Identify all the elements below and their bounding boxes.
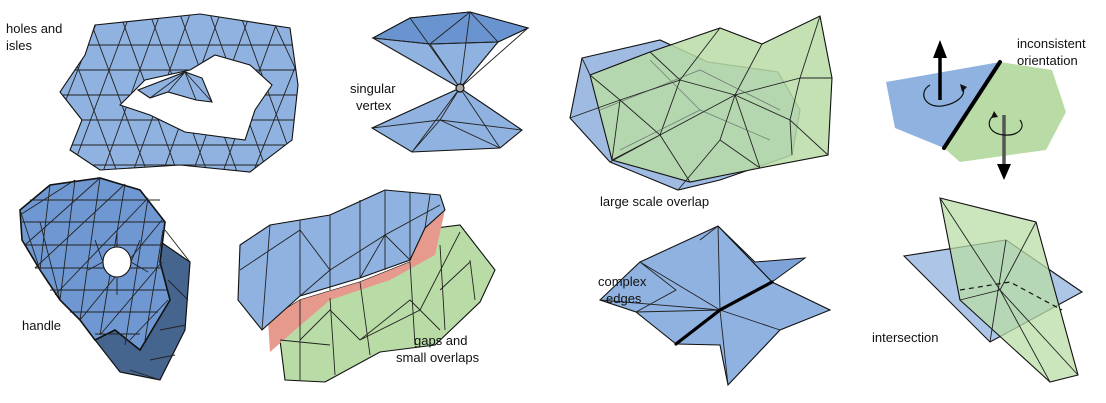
handle-hole [102,246,132,278]
inconsistent-orientation-panel: inconsistent orientation [886,36,1086,180]
non-manifold-edge [674,280,774,346]
cw-rotation-icon [988,114,1023,136]
handle-mesh-edges [19,177,191,381]
gaps-mesh-edges [239,190,476,380]
singular-label-line1: singular [350,81,396,96]
singular-vertex-marker [455,83,465,93]
ccw-rotation-arrowhead [960,84,967,92]
orientation-green-face [944,62,1066,162]
shared-edge [942,60,1002,150]
holes-label-line2: isles [6,38,33,53]
ccw-rotation-icon [923,84,965,107]
up-normal-arrow-head [933,40,947,58]
handle-panel: handle [19,177,191,381]
intersection-panel: intersection [872,197,1084,383]
singular-label-line2: vertex [356,98,392,113]
complex-label-line1: complex [598,274,647,289]
intersection-curve [959,281,1063,311]
cw-rotation-arrowhead [991,111,998,118]
handle-top-surface [19,177,171,352]
large-scale-overlap-panel: large scale overlap [569,15,833,209]
gaps-label-line1: gaps and [414,333,468,348]
intersection-label: intersection [872,330,938,345]
overlap-label: large scale overlap [600,194,709,209]
gaps-and-small-overlaps-panel: gaps and small overlaps [237,189,496,383]
gaps-label-line2: small overlaps [396,350,480,365]
complex-label-line2: edges [606,291,642,306]
complex-edges-panel: complex edges [598,225,832,387]
holes-label-line1: holes and [6,21,62,36]
singular-vertex-panel: singular vertex [350,11,530,153]
holes-and-isles-panel: holes and isles [6,13,299,173]
orientation-label-line1: inconsistent [1017,36,1086,51]
lower-cone [370,87,523,153]
isle-edges [149,71,213,103]
handle-label: handle [22,318,61,333]
intersection-green-plane [939,197,1079,383]
overlap-green-sheet [589,15,833,183]
orientation-blue-face [886,62,1000,148]
orientation-label-line2: orientation [1017,53,1078,68]
down-normal-arrow-head [997,164,1011,180]
